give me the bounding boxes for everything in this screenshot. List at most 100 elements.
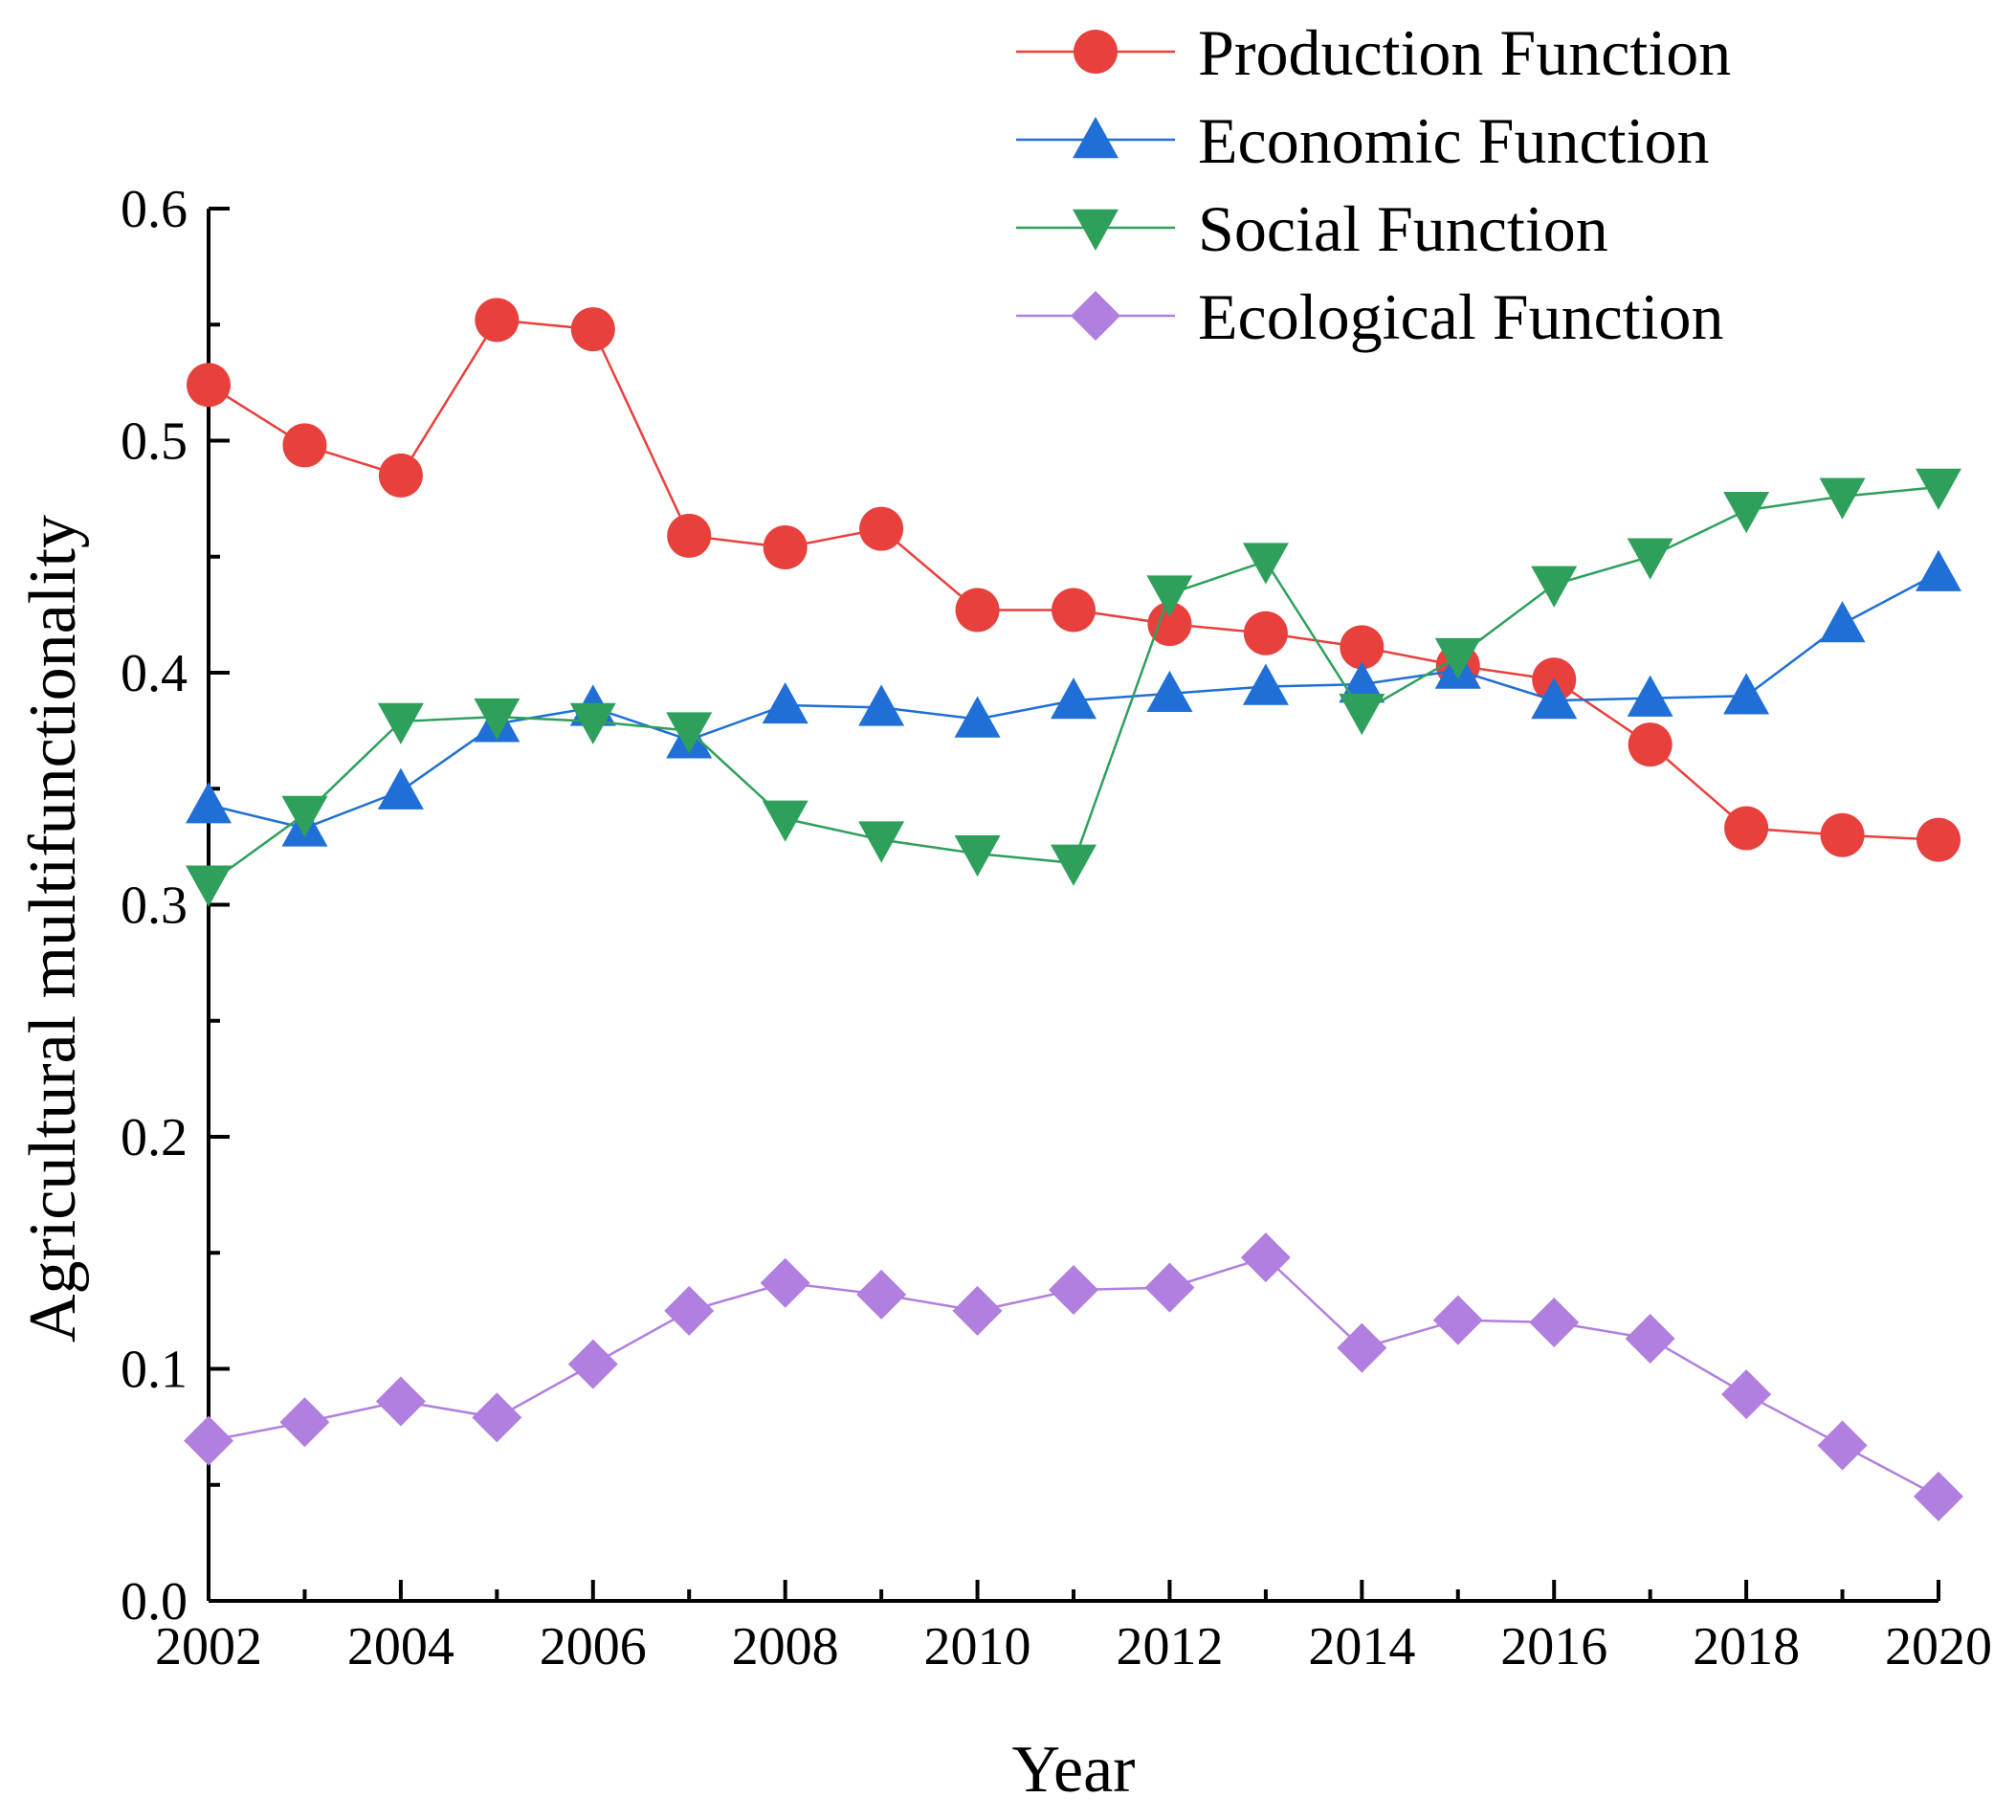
data-point-production-function <box>763 525 808 570</box>
x-tick-label: 2002 <box>155 1617 262 1676</box>
data-point-economic-function <box>954 696 1001 738</box>
data-point-ecological-function <box>567 1339 618 1389</box>
data-point-economic-function <box>858 684 905 726</box>
data-point-production-function <box>1724 806 1769 851</box>
data-point-ecological-function <box>664 1285 715 1336</box>
x-tick-label: 2014 <box>1308 1617 1415 1676</box>
data-point-production-function <box>955 588 1000 633</box>
data-point-social-function <box>281 795 328 837</box>
legend-item-economic-function: Economic Function <box>1016 104 1709 177</box>
data-point-social-function <box>1051 844 1097 886</box>
data-point-economic-function <box>377 767 424 810</box>
x-tick-label: 2020 <box>1885 1617 1992 1676</box>
data-point-ecological-function <box>375 1376 426 1427</box>
x-tick-label: 2012 <box>1116 1617 1223 1676</box>
x-tick-label: 2004 <box>347 1617 454 1676</box>
data-point-economic-function <box>1146 670 1193 713</box>
data-point-production-function <box>475 298 520 343</box>
data-point-social-function <box>1339 694 1385 736</box>
data-point-ecological-function <box>1337 1322 1387 1373</box>
data-point-ecological-function <box>279 1397 330 1448</box>
data-point-social-function <box>377 702 424 744</box>
x-tick-label: 2018 <box>1693 1617 1800 1676</box>
data-point-social-function <box>186 865 232 907</box>
y-tick-label: 0.3 <box>121 877 188 936</box>
legend-marker <box>1073 209 1119 251</box>
data-point-production-function <box>1147 602 1192 647</box>
data-point-social-function <box>666 712 713 754</box>
series-social-function <box>186 468 1961 907</box>
data-point-ecological-function <box>1049 1265 1098 1316</box>
data-point-social-function <box>1723 492 1770 534</box>
data-point-production-function <box>282 423 327 468</box>
data-point-ecological-function <box>472 1392 522 1443</box>
data-point-social-function <box>1627 538 1673 580</box>
y-axis-title: Agricultural multifunctionality <box>16 515 90 1343</box>
legend-item-social-function: Social Function <box>1016 192 1608 265</box>
x-tick-label: 2006 <box>540 1617 647 1676</box>
series-production-function <box>187 298 1961 862</box>
data-point-production-function <box>667 513 712 558</box>
data-point-social-function <box>954 834 1001 877</box>
data-point-ecological-function <box>856 1269 907 1320</box>
data-point-social-function <box>762 800 809 842</box>
legend: Production Function Economic Function Soci… <box>1016 16 1731 353</box>
data-point-social-function <box>1434 637 1481 680</box>
plot-area <box>184 298 1963 1521</box>
data-point-production-function <box>1052 588 1096 633</box>
data-point-production-function <box>1340 625 1385 670</box>
legend-marker <box>1074 30 1118 74</box>
legend-marker <box>1073 117 1119 159</box>
data-point-social-function <box>1531 566 1578 608</box>
x-tick-label: 2010 <box>924 1617 1031 1676</box>
data-point-social-function <box>858 821 905 863</box>
data-point-production-function <box>187 363 231 408</box>
data-point-economic-function <box>186 782 232 824</box>
data-point-economic-function <box>1723 673 1770 715</box>
series-ecological-function <box>184 1232 1963 1521</box>
x-tick-label: 2016 <box>1500 1617 1607 1676</box>
y-tick-label: 0.4 <box>121 644 188 703</box>
data-point-social-function <box>1146 575 1193 617</box>
data-point-production-function <box>1243 610 1288 655</box>
data-point-ecological-function <box>760 1257 810 1308</box>
x-tick-label: 2008 <box>732 1617 839 1676</box>
data-point-ecological-function <box>1914 1471 1963 1521</box>
data-point-ecological-function <box>1625 1313 1675 1364</box>
data-point-economic-function <box>1916 549 1961 591</box>
data-point-ecological-function <box>1817 1420 1868 1471</box>
y-tick-label: 0.0 <box>121 1572 188 1631</box>
legend-label: Production Function <box>1198 16 1731 89</box>
y-tick-label: 0.1 <box>121 1341 188 1400</box>
legend-marker <box>1071 291 1120 341</box>
y-tick-label: 0.2 <box>121 1108 188 1167</box>
legend-label: Ecological Function <box>1198 280 1724 353</box>
data-point-ecological-function <box>1529 1298 1580 1347</box>
data-point-social-function <box>1916 468 1961 510</box>
data-point-economic-function <box>1531 677 1578 720</box>
data-point-economic-function <box>1242 663 1289 705</box>
data-point-social-function <box>1242 543 1289 585</box>
data-point-production-function <box>1820 812 1865 857</box>
data-point-economic-function <box>762 681 809 724</box>
data-point-production-function <box>1628 722 1673 767</box>
data-point-social-function <box>474 698 521 741</box>
data-point-economic-function <box>1627 675 1673 717</box>
data-point-social-function <box>1819 477 1866 520</box>
y-tick-label: 0.6 <box>121 180 188 239</box>
series-line-production-function <box>208 319 1939 841</box>
axes: 0.0 0.1 0.2 0.3 0.4 0.5 0.6 2002 2004 2006 2008 201… <box>121 180 1992 1676</box>
legend-label: Social Function <box>1198 192 1608 265</box>
x-axis-title: Year <box>1012 1733 1136 1807</box>
data-point-production-function <box>570 307 615 352</box>
data-point-ecological-function <box>184 1415 233 1466</box>
data-point-production-function <box>1916 817 1961 862</box>
data-point-ecological-function <box>1144 1262 1195 1313</box>
data-point-ecological-function <box>1721 1369 1772 1420</box>
data-point-ecological-function <box>1240 1232 1291 1283</box>
data-point-production-function <box>859 506 904 551</box>
legend-item-production-function: Production Function <box>1016 16 1731 89</box>
legend-label: Economic Function <box>1198 104 1709 177</box>
